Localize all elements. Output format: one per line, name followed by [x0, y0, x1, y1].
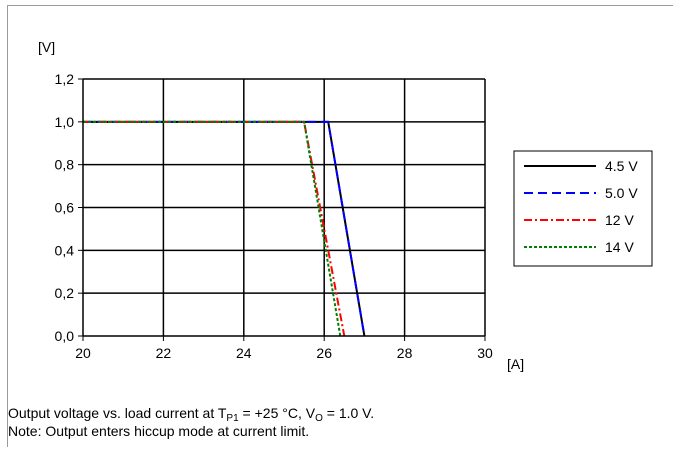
series-lines	[83, 120, 366, 337]
y-axis-label: [V]	[38, 39, 55, 55]
y-tick-label: 0,6	[55, 200, 75, 216]
x-tick-label: 28	[397, 345, 413, 361]
y-tick-label: 1,0	[55, 114, 75, 130]
y-tick-label: 0,8	[55, 157, 75, 173]
caption-line-2: Note: Output enters hiccup mode at curre…	[8, 423, 310, 439]
x-tick-label: 26	[316, 345, 332, 361]
caption-subscript: O	[315, 413, 323, 424]
legend-label: 12 V	[605, 212, 634, 228]
series-line-12-v	[83, 120, 346, 337]
legend: 4.5 V 5.0 V 12 V 14 V	[513, 150, 653, 267]
tick-labels: 0,0 0,2 0,4 0,6 0,8 1,0 1,2 20 22 24 26 28 30	[55, 71, 493, 361]
axes	[78, 78, 486, 341]
legend-label: 4.5 V	[605, 158, 638, 174]
series-line-14-v	[83, 120, 342, 337]
series-line-4-5-v	[83, 120, 366, 337]
x-axis-label: [A]	[507, 356, 524, 372]
legend-label: 5.0 V	[605, 185, 638, 201]
grid	[83, 78, 486, 336]
caption-line-1: Output voltage vs. load current at TP1 =…	[8, 405, 375, 424]
series-line-5-0-v	[83, 120, 366, 337]
y-tick-label: 0,2	[55, 285, 75, 301]
x-tick-label: 20	[75, 345, 91, 361]
y-tick-label: 1,2	[55, 71, 75, 87]
legend-label: 14 V	[605, 239, 634, 255]
x-tick-label: 30	[477, 345, 493, 361]
caption-text: Output voltage vs. load current at T	[8, 405, 227, 421]
figure-frame	[7, 5, 673, 447]
caption-text: = +25 °C, V	[238, 405, 316, 421]
y-tick-label: 0,4	[55, 242, 75, 258]
y-tick-label: 0,0	[55, 328, 75, 344]
x-tick-label: 24	[236, 345, 252, 361]
caption-text: = 1.0 V.	[322, 405, 375, 421]
x-tick-label: 22	[156, 345, 172, 361]
caption-subscript: P1	[226, 413, 239, 424]
